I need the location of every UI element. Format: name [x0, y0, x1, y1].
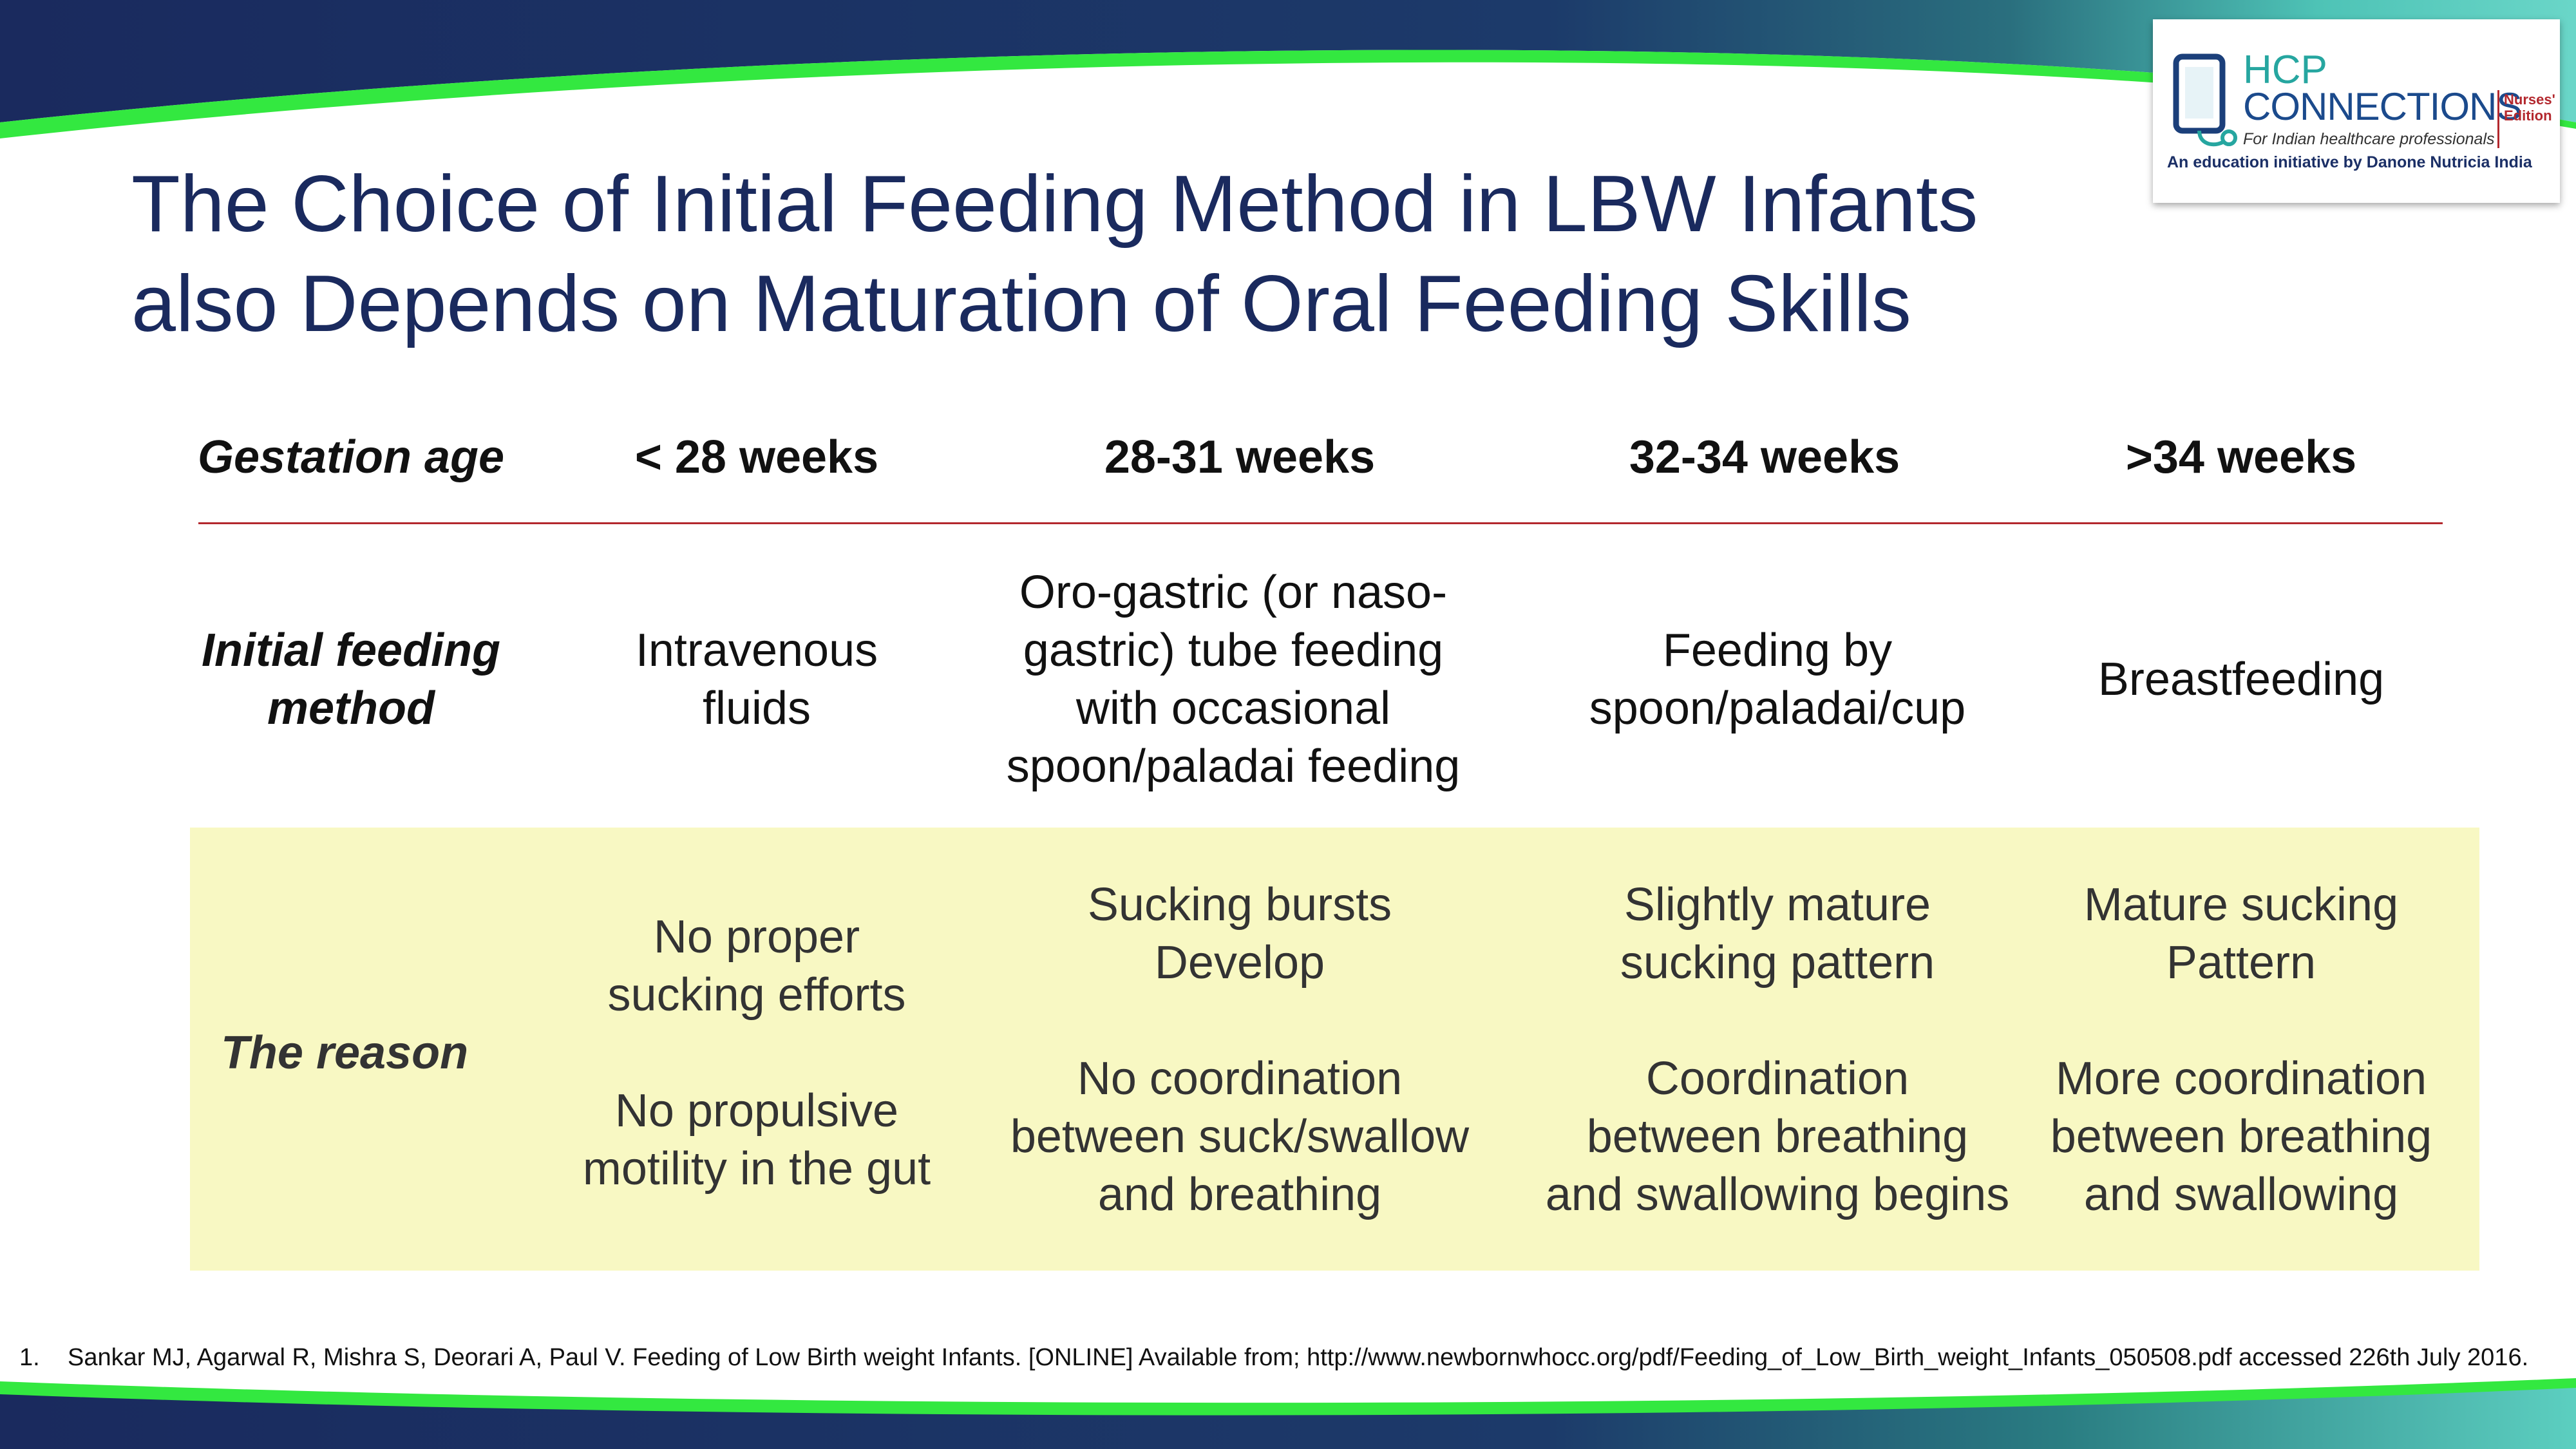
hcp-connections-logo: HCP CONNECTIONS Nurses' Edition For Indi… — [2153, 19, 2560, 203]
reason-cell-4-line: Mature sucking — [2083, 879, 2399, 931]
slide-title: The Choice of Initial Feeding Method in … — [131, 155, 2063, 354]
feeding-cell-2-line: gastric) tube feeding — [1023, 625, 1444, 676]
reason-cell-3-line: and swallowing begins — [1545, 1169, 2010, 1220]
feeding-method-label-line1: Initial feeding — [201, 625, 501, 676]
logo-hcp-text: HCP — [2243, 48, 2327, 92]
slide-title-line2: also Depends on Maturation of Oral Feedi… — [131, 260, 1911, 348]
header-divider — [198, 522, 2443, 524]
feeding-cell-4: Breastfeeding — [2041, 560, 2441, 799]
logo-divider — [2497, 90, 2499, 148]
feeding-cell-1-line: Intravenous — [635, 625, 878, 676]
tablet-stethoscope-icon — [2173, 53, 2237, 147]
feeding-cell-1-line: fluids — [702, 683, 811, 734]
header-col-2: 28-31 weeks — [1104, 431, 1376, 483]
reason-cell-2-line: Sucking bursts — [1087, 879, 1392, 931]
reference-footnote: 1. Sankar MJ, Agarwal R, Mishra S, Deorar… — [19, 1344, 2528, 1372]
feeding-cell-3: Feeding by spoon/paladai/cup — [1533, 560, 2022, 799]
reason-cell-2-line: No coordination — [1077, 1053, 1403, 1104]
reason-cell-4-line: Pattern — [2166, 937, 2316, 989]
header-col-4: >34 weeks — [2125, 431, 2357, 483]
reason-cell-3-line: Slightly mature — [1624, 879, 1931, 931]
logo-edition-line2: Edition — [2504, 108, 2552, 124]
reason-cell-2-line: Develop — [1154, 937, 1325, 989]
reason-cell-1-line: motility in the gut — [582, 1143, 931, 1195]
top-decorative-band — [0, 0, 2576, 167]
header-gestation-age-label: Gestation age — [197, 431, 505, 483]
header-col-1: < 28 weeks — [634, 431, 879, 483]
slide-title-line1: The Choice of Initial Feeding Method in … — [131, 160, 1978, 249]
reason-cell-3-line: sucking pattern — [1620, 937, 1935, 989]
feeding-cell-3-line: spoon/paladai/cup — [1589, 683, 1966, 734]
reason-row-background — [190, 828, 2479, 1271]
logo-tagline: For Indian healthcare professionals — [2243, 130, 2495, 148]
reason-cell-1-line: No proper — [653, 911, 860, 963]
reason-cell-4: Mature sucking Pattern More coordination… — [2035, 850, 2447, 1256]
reason-cell-2-line: and breathing — [1097, 1169, 1382, 1220]
feeding-cell-2-line: Oro-gastric (or naso- — [1019, 567, 1448, 618]
logo-edition: Nurses' Edition — [2504, 91, 2555, 124]
feeding-cell-1: Intravenous fluids — [560, 560, 953, 799]
footnote-number: 1. — [19, 1344, 40, 1371]
footnote-text: Sankar MJ, Agarwal R, Mishra S, Deorari … — [68, 1344, 2529, 1371]
reason-cell-4-line: and swallowing — [2083, 1169, 2399, 1220]
reason-cell-4-line: More coordination — [2055, 1053, 2427, 1104]
reason-cell-3-line: between breathing — [1586, 1111, 1969, 1162]
reason-cell-2: Sucking bursts Develop No coordination b… — [985, 850, 1494, 1256]
feeding-cell-3-line: Feeding by — [1662, 625, 1893, 676]
reason-cell-2-line: between suck/swallow — [1010, 1111, 1470, 1162]
logo-connections-text: CONNECTIONS — [2243, 85, 2522, 128]
reason-label: The reason — [220, 1027, 469, 1079]
feeding-cell-2: Oro-gastric (or naso- gastric) tube feed… — [979, 560, 1488, 799]
feeding-cell-2-line: with occasional — [1075, 683, 1391, 734]
reason-cell-3-line: Coordination — [1645, 1053, 1909, 1104]
feeding-method-label-line2: method — [267, 683, 435, 734]
feeding-cell-2-line: spoon/paladai feeding — [1006, 741, 1461, 792]
reason-cell-1-line: No propulsive — [614, 1085, 899, 1137]
reason-cell-4-line: between breathing — [2050, 1111, 2432, 1162]
feeding-method-label: Initial feeding method — [174, 560, 528, 799]
header-col-3: 32-34 weeks — [1629, 431, 1900, 483]
reason-cell-1: No proper sucking efforts No propulsive … — [547, 850, 966, 1256]
logo-edition-line1: Nurses' — [2504, 91, 2555, 108]
logo-initiative: An education initiative by Danone Nutric… — [2167, 153, 2532, 171]
reason-cell-1-line: sucking efforts — [607, 969, 906, 1021]
bottom-decorative-band — [0, 1365, 2576, 1449]
reason-cell-3: Slightly mature sucking pattern Coordina… — [1526, 850, 2029, 1256]
feeding-cell-4-line: Breastfeeding — [2098, 654, 2385, 705]
